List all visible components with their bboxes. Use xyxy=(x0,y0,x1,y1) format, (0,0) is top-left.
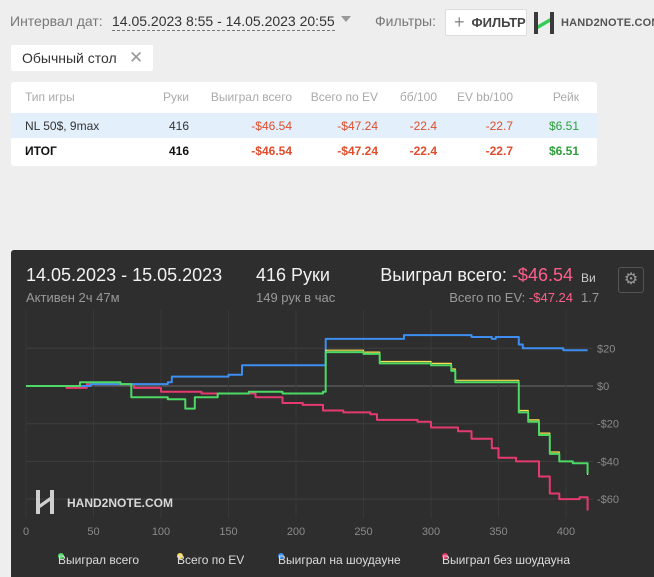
add-filter-button[interactable]: + ФИЛЬТР xyxy=(445,9,527,36)
table-cell: NL 50$, 9max xyxy=(25,119,100,133)
x-tick-label: 300 xyxy=(422,526,440,538)
table-cell: 416 xyxy=(168,144,189,158)
column-header[interactable]: Выиграл всего xyxy=(210,90,292,104)
y-tick-label: -$60 xyxy=(597,494,619,506)
table-total-row: ИТОГ 416 -$46.54 -$47.24 -22.4 -22.7 $6.… xyxy=(11,138,597,163)
y-tick-label: -$40 xyxy=(597,456,619,468)
column-header[interactable]: Руки xyxy=(163,90,189,104)
extra-label: Ви xyxy=(581,271,596,285)
chevron-down-icon[interactable] xyxy=(341,16,351,22)
table-cell: -$47.24 xyxy=(337,119,378,133)
session-active-time: Активен 2ч 47м xyxy=(26,290,120,305)
table-cell: -$46.54 xyxy=(251,144,292,158)
won-total: Выиграл всего: -$46.54 xyxy=(380,265,573,286)
x-tick-label: 350 xyxy=(489,526,507,538)
hand2note-logo-icon xyxy=(534,12,554,34)
series-line[interactable] xyxy=(26,351,589,474)
filters-label: Фильтры: xyxy=(375,13,436,29)
hand2note-watermark: HAND2NOTE.COM xyxy=(36,490,173,514)
date-range-picker[interactable]: 14.05.2023 8:55 - 14.05.2023 20:55 xyxy=(112,13,335,31)
table-cell: -22.4 xyxy=(409,119,437,133)
legend-label: Выиграл всего xyxy=(58,553,140,567)
watermark-text: HAND2NOTE.COM xyxy=(67,496,173,510)
gear-icon[interactable]: ⚙ xyxy=(618,267,644,293)
x-tick-label: 100 xyxy=(152,526,170,538)
y-tick-label: $0 xyxy=(597,381,609,393)
ev-value: -$47.24 xyxy=(528,290,573,305)
series-line[interactable] xyxy=(26,334,588,387)
series-line[interactable] xyxy=(26,383,589,511)
table-row[interactable]: NL 50$, 9max 416 -$46.54 -$47.24 -22.4 -… xyxy=(11,113,597,138)
bankroll-line-chart: $20 $0 -$20 -$40 -$60 0 50 100 150 200 250 300 350 40… xyxy=(23,310,619,538)
won-value: -$46.54 xyxy=(511,265,573,285)
add-filter-label: ФИЛЬТР xyxy=(471,15,526,30)
x-tick-label: 400 xyxy=(557,526,575,538)
table-cell: $6.51 xyxy=(548,119,579,133)
table-header-row: Тип игры Руки Выиграл всего Всего по EV … xyxy=(11,84,597,109)
x-tick-label: 150 xyxy=(219,526,237,538)
legend-dot xyxy=(442,553,448,559)
legend-dot xyxy=(58,553,64,559)
series-line[interactable] xyxy=(26,349,589,475)
hands-count: 416 Руки xyxy=(256,265,330,285)
ev-label: Всего по EV: xyxy=(449,290,526,305)
column-header[interactable]: EV bb/100 xyxy=(456,90,513,104)
chip-label: Обычный стол xyxy=(22,50,117,66)
x-tick-label: 0 xyxy=(23,526,29,538)
legend-dot xyxy=(177,553,183,559)
table-cell: -22.4 xyxy=(409,144,437,158)
legend-label: Всего по EV xyxy=(177,553,245,567)
interval-label: Интервал дат: xyxy=(10,13,103,29)
x-tick-label: 50 xyxy=(87,526,99,538)
column-header[interactable]: Всего по EV xyxy=(310,90,378,104)
legend-dot xyxy=(278,553,284,559)
table-cell: -22.7 xyxy=(485,144,513,158)
close-icon[interactable]: ✕ xyxy=(129,48,144,67)
ev-total: Всего по EV: -$47.24 xyxy=(449,290,573,305)
plus-icon: + xyxy=(454,12,465,32)
top-bar: Интервал дат: 14.05.2023 8:55 - 14.05.20… xyxy=(0,0,654,44)
won-label: Выиграл всего: xyxy=(380,265,507,285)
session-dates: 14.05.2023 - 15.05.2023 xyxy=(26,265,223,285)
table-cell: -22.7 xyxy=(485,119,513,133)
table-cell: -$47.24 xyxy=(337,144,378,158)
column-header[interactable]: бб/100 xyxy=(399,90,437,104)
legend-label: Выиграл без шоудауна xyxy=(442,553,570,567)
stats-table: Тип игры Руки Выиграл всего Всего по EV … xyxy=(11,82,597,166)
hands-per-hour: 149 рук в час xyxy=(256,290,336,305)
x-tick-label: 200 xyxy=(287,526,305,538)
x-tick-label: 250 xyxy=(354,526,372,538)
legend-label: Выиграл на шоудауне xyxy=(278,553,401,567)
y-tick-label: $20 xyxy=(597,343,615,355)
session-graph-panel: 14.05.2023 - 15.05.2023 Активен 2ч 47м 4… xyxy=(11,250,654,577)
column-header[interactable]: Рейк xyxy=(552,90,579,104)
hand2note-logo: HAND2NOTE.COM xyxy=(531,10,654,36)
table-cell: 416 xyxy=(168,119,189,133)
table-type-chip[interactable]: Обычный стол ✕ xyxy=(11,45,153,71)
table-cell: $6.51 xyxy=(548,144,579,158)
column-header[interactable]: Тип игры xyxy=(25,90,75,104)
y-tick-label: -$20 xyxy=(597,419,619,431)
logo-text: HAND2NOTE.COM xyxy=(561,17,654,29)
table-cell: ИТОГ xyxy=(25,144,57,158)
extra-value: 1.7 xyxy=(581,290,600,305)
table-cell: -$46.54 xyxy=(251,119,292,133)
